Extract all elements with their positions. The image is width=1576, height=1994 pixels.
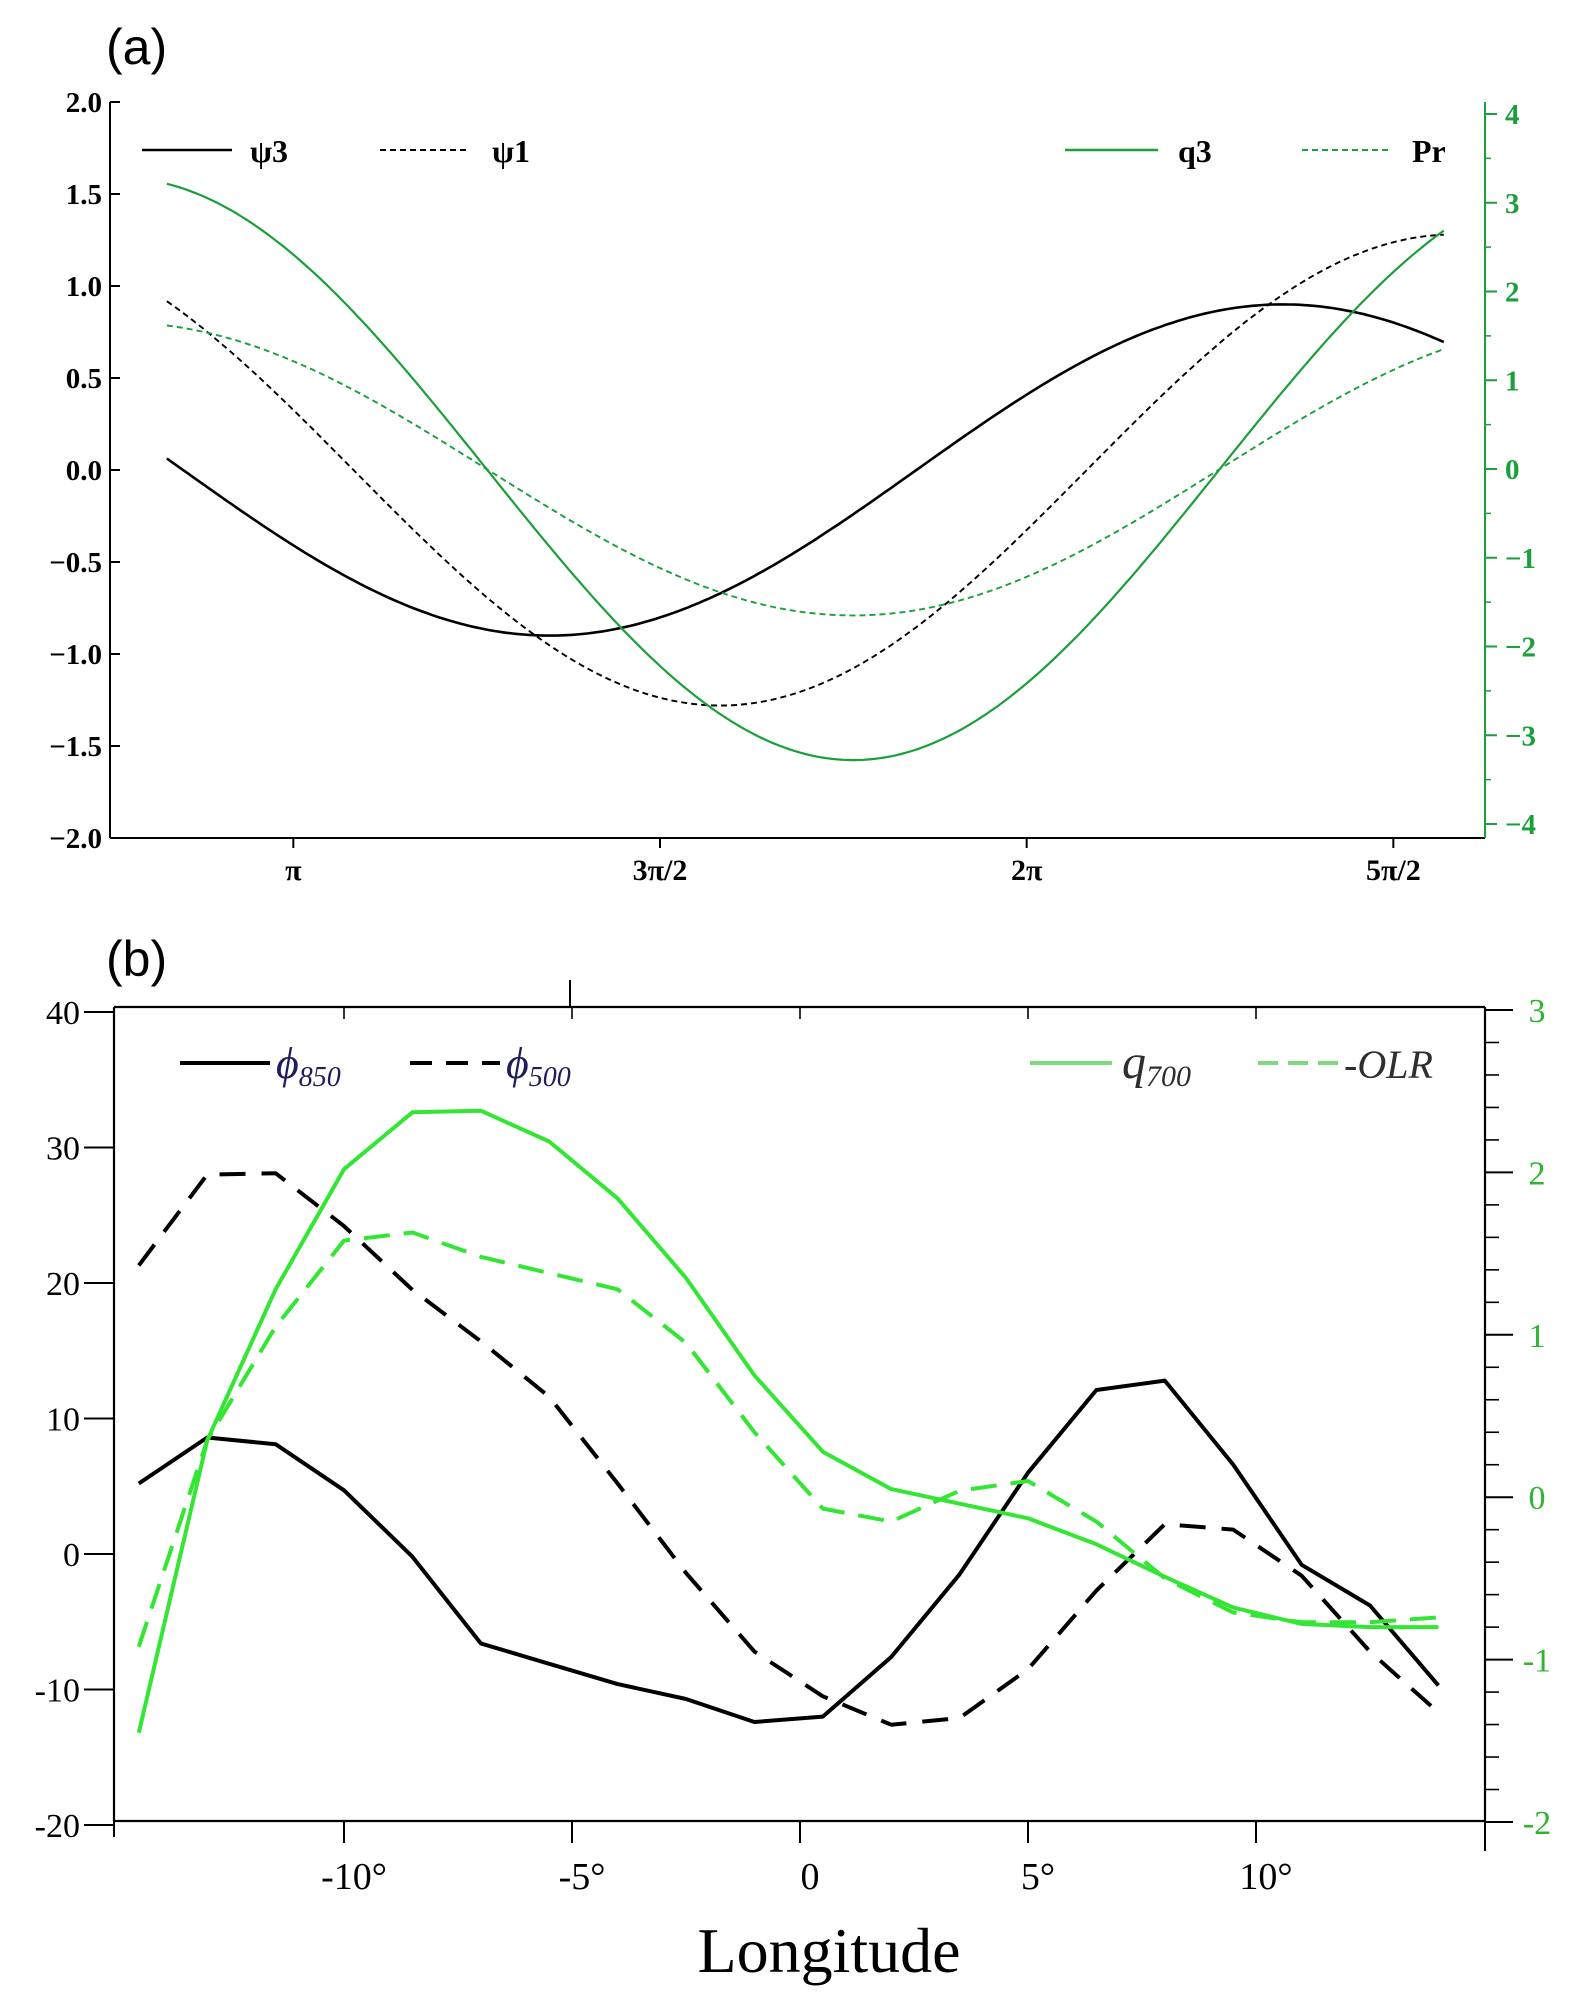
- legend-q3-label: q3: [1178, 133, 1212, 169]
- panel-b-left-tick-label: 10: [46, 1402, 80, 1439]
- panel-b-left-tick-label: -10: [35, 1673, 80, 1710]
- panel-a-x-tick-label: π: [285, 854, 302, 887]
- panel-a-x-tick-label: 2π: [1011, 854, 1043, 887]
- panel-a-right-tick-label: −4: [1505, 809, 1536, 841]
- panel-a-left-tick-label: 0.0: [66, 455, 102, 487]
- panel-b-left-tick-label: 20: [46, 1266, 80, 1303]
- panel-a-right-tick-label: 1: [1505, 365, 1520, 397]
- panel-a-left-tick-label: 1.0: [66, 271, 102, 303]
- series-3-line: [166, 303, 1445, 637]
- panel-b-x-tick-label: 10°: [1239, 1856, 1292, 1898]
- panel-b-x-axis: -10° -5° 0 5° 10°: [321, 1007, 1293, 1898]
- panel-b-x-tick-label: -5°: [559, 1856, 606, 1898]
- panel-a-left-tick-label: −2.0: [49, 823, 102, 855]
- panel-b-right-axis: 3 2 1 0 -1 -2: [1485, 993, 1551, 1842]
- legend-psi1-label: ψ1: [492, 133, 530, 169]
- panel-a-right-tick-label: 3: [1505, 188, 1520, 220]
- legend-psi3-label: ψ3: [250, 133, 288, 169]
- panel-a: (a) 2.0 1.5 1.0 0.5 0.0 −0.5 −1.0 −1.5 −2.0 4 3 2 1…: [49, 19, 1536, 887]
- panel-b-left-tick-label: 40: [46, 995, 80, 1032]
- panel-b-legend: ϕ850 ϕ500 q700 -OLR: [180, 1036, 1433, 1093]
- panel-a-right-tick-label: −2: [1505, 632, 1536, 664]
- panel-b-x-tick-label: 5°: [1021, 1856, 1055, 1898]
- panel-a-right-tick-label: 0: [1505, 454, 1520, 486]
- legend-phi500-sub: 500: [529, 1062, 571, 1093]
- panel-b-x-tick-label: 0: [801, 1856, 820, 1898]
- panel-a-right-tick-label: −3: [1505, 720, 1536, 752]
- panel-a-legend: ψ3 ψ1 q3 Pr: [142, 133, 1446, 169]
- legend-phi500-main: ϕ: [506, 1039, 529, 1088]
- series-olr-line: [136, 1230, 1439, 1648]
- panel-a-left-tick-label: 2.0: [66, 87, 102, 119]
- legend-q700-label: q700: [1122, 1036, 1191, 1093]
- panel-a-left-tick-label: −0.5: [49, 547, 102, 579]
- panel-b-right-tick-label: -1: [1523, 1643, 1551, 1680]
- panel-b-right-tick-label: 3: [1529, 993, 1546, 1030]
- panel-b-left-tick-label: -20: [35, 1808, 80, 1845]
- legend-phi500-label: ϕ500: [506, 1039, 571, 1093]
- panel-b-right-tick-label: 0: [1529, 1480, 1546, 1517]
- legend-phi850-main: ϕ: [276, 1039, 299, 1088]
- panel-a-label: (a): [106, 19, 167, 75]
- panel-a-x-tick-label: 5π/2: [1366, 854, 1421, 887]
- legend-q700-sub: 700: [1146, 1060, 1191, 1093]
- panel-b-xlabel: Longitude: [697, 1915, 960, 1986]
- panel-a-left-tick-label: −1.5: [49, 731, 102, 763]
- legend-pr-label: Pr: [1412, 133, 1446, 169]
- panel-b-left-tick-label: 30: [46, 1131, 80, 1168]
- legend-q700-main: q: [1122, 1036, 1146, 1089]
- panel-a-right-tick-label: 4: [1505, 99, 1520, 131]
- legend-phi850-label: ϕ850: [276, 1039, 341, 1093]
- panel-b-series: [136, 1108, 1440, 1734]
- series-q3-line: [166, 182, 1445, 762]
- panel-b-right-tick-label: 1: [1529, 1318, 1546, 1355]
- series-1-line: [166, 233, 1444, 707]
- panel-a-series: [166, 182, 1445, 762]
- legend-olr-label: -OLR: [1344, 1042, 1433, 1087]
- panel-a-right-axis: 4 3 2 1 0 −1 −2 −3 −4: [1485, 99, 1536, 841]
- panel-a-right-tick-label: −1: [1505, 543, 1536, 575]
- panel-a-left-axis: 2.0 1.5 1.0 0.5 0.0 −0.5 −1.0 −1.5 −2.0: [49, 87, 120, 855]
- panel-a-left-tick-label: 0.5: [66, 363, 102, 395]
- panel-a-x-tick-label: 3π/2: [633, 854, 688, 887]
- panel-b-x-tick-label: -10°: [321, 1856, 387, 1898]
- panel-b-left-tick-label: 0: [63, 1537, 80, 1574]
- panel-a-right-tick-label: 2: [1505, 277, 1520, 309]
- panel-a-left-tick-label: 1.5: [66, 179, 102, 211]
- panel-a-left-tick-label: −1.0: [49, 639, 102, 671]
- panel-b-right-tick-label: 2: [1529, 1155, 1546, 1192]
- panel-a-x-axis: π 3π/2 2π 5π/2: [285, 838, 1421, 887]
- series-q700-line: [136, 1108, 1439, 1734]
- panel-b-right-tick-label: -2: [1523, 1805, 1551, 1842]
- series-Pr-line: [166, 324, 1445, 617]
- panel-b-left-axis: 40 30 20 10 0 -10 -20: [35, 995, 114, 1845]
- series-850-line: [137, 1378, 1440, 1724]
- legend-phi850-sub: 850: [299, 1062, 341, 1093]
- panel-b-label: (b): [106, 931, 167, 987]
- series-500-line: [137, 1171, 1440, 1727]
